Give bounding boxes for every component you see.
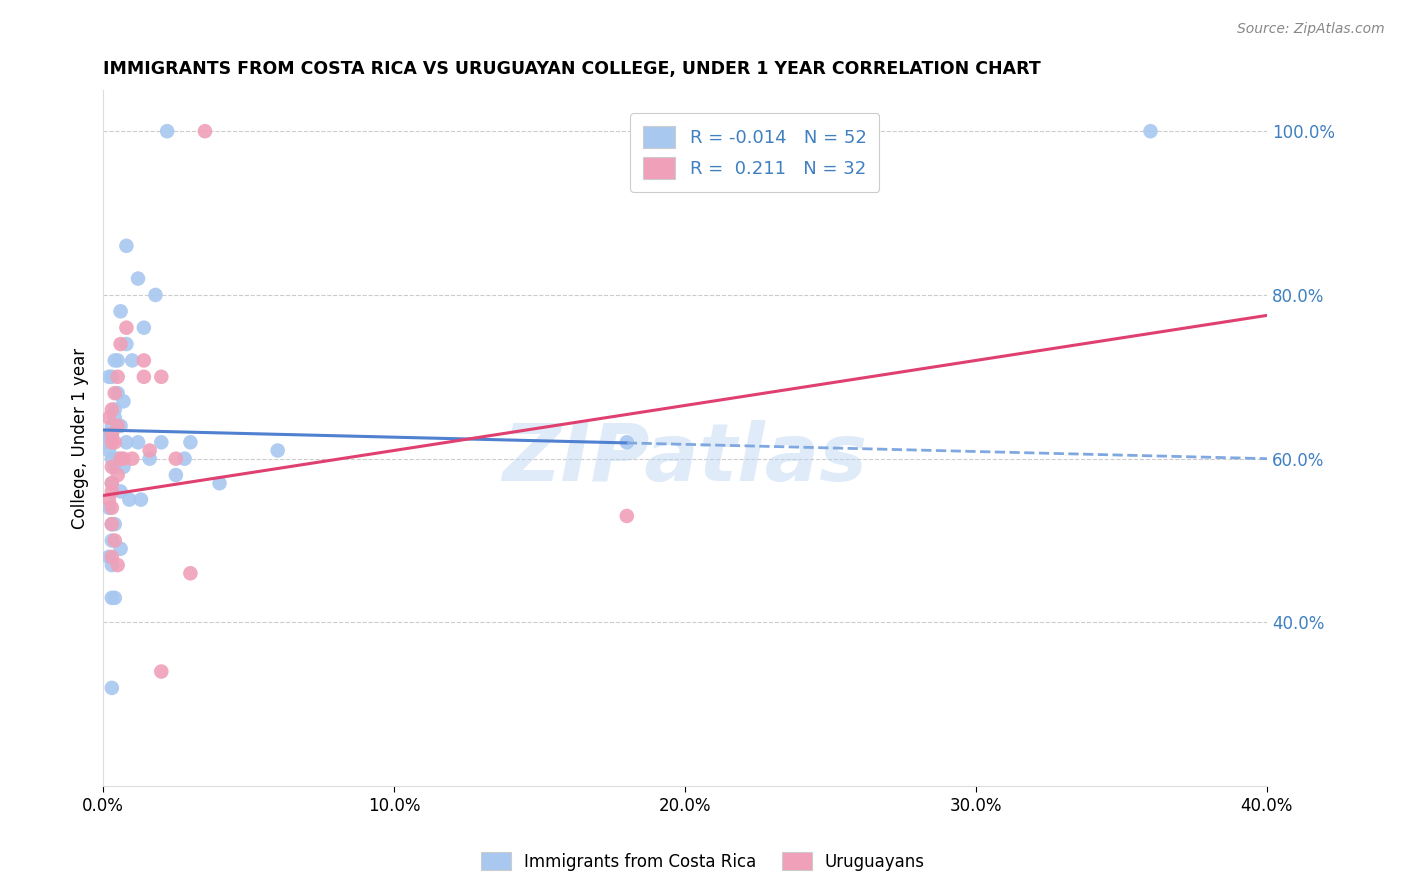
Point [121, 353, 143, 368]
Point [101, 533, 124, 548]
Point [110, 337, 132, 351]
Point [97, 427, 120, 442]
Point [616, 435, 638, 450]
Point [101, 402, 124, 417]
Text: ZIPatlas: ZIPatlas [502, 420, 868, 498]
Point [127, 271, 149, 285]
Point [101, 476, 124, 491]
Point [101, 435, 124, 450]
Point [112, 459, 135, 474]
Point [104, 386, 127, 401]
Point [150, 369, 173, 384]
Point [150, 665, 173, 679]
Point [104, 435, 127, 450]
Point [101, 427, 124, 442]
Point [115, 337, 138, 351]
Point [101, 517, 124, 532]
Point [1139, 124, 1161, 138]
Point [156, 124, 179, 138]
Point [101, 558, 124, 573]
Point [107, 369, 129, 384]
Point [173, 451, 195, 466]
Point [115, 435, 138, 450]
Point [97, 410, 120, 425]
Point [132, 369, 155, 384]
Point [101, 369, 124, 384]
Point [97, 427, 120, 442]
Point [101, 484, 124, 499]
Text: Source: ZipAtlas.com: Source: ZipAtlas.com [1237, 22, 1385, 37]
Point [97, 549, 120, 564]
Point [127, 435, 149, 450]
Point [107, 418, 129, 433]
Point [101, 451, 124, 466]
Point [104, 533, 127, 548]
Point [179, 566, 201, 581]
Point [112, 451, 135, 466]
Point [208, 476, 231, 491]
Point [145, 288, 167, 302]
Point [110, 541, 132, 556]
Point [138, 451, 160, 466]
Point [179, 435, 201, 450]
Point [107, 468, 129, 483]
Point [194, 124, 217, 138]
Y-axis label: College, Under 1 year: College, Under 1 year [72, 348, 89, 529]
Point [129, 492, 152, 507]
Point [104, 517, 127, 532]
Point [616, 508, 638, 523]
Point [107, 558, 129, 573]
Point [97, 492, 120, 507]
Point [110, 484, 132, 499]
Point [94, 435, 117, 450]
Point [104, 591, 127, 605]
Point [110, 418, 132, 433]
Point [138, 443, 160, 458]
Point [101, 591, 124, 605]
Point [97, 443, 120, 458]
Point [112, 394, 135, 409]
Point [107, 353, 129, 368]
Point [115, 239, 138, 253]
Point [101, 517, 124, 532]
Point [101, 549, 124, 564]
Point [267, 443, 290, 458]
Legend: Immigrants from Costa Rica, Uruguayans: Immigrants from Costa Rica, Uruguayans [472, 844, 934, 880]
Point [165, 468, 187, 483]
Point [104, 402, 127, 417]
Point [97, 500, 120, 515]
Point [104, 353, 127, 368]
Point [121, 451, 143, 466]
Point [101, 459, 124, 474]
Point [115, 320, 138, 334]
Point [104, 459, 127, 474]
Text: IMMIGRANTS FROM COSTA RICA VS URUGUAYAN COLLEGE, UNDER 1 YEAR CORRELATION CHART: IMMIGRANTS FROM COSTA RICA VS URUGUAYAN … [103, 60, 1040, 78]
Point [132, 353, 155, 368]
Point [110, 451, 132, 466]
Point [101, 500, 124, 515]
Point [101, 418, 124, 433]
Point [101, 681, 124, 695]
Point [101, 476, 124, 491]
Point [104, 410, 127, 425]
Point [107, 451, 129, 466]
Point [118, 492, 141, 507]
Point [132, 320, 155, 334]
Point [101, 427, 124, 442]
Point [165, 451, 187, 466]
Point [97, 369, 120, 384]
Point [150, 435, 173, 450]
Legend: R = -0.014   N = 52, R =  0.211   N = 32: R = -0.014 N = 52, R = 0.211 N = 32 [630, 113, 879, 192]
Point [107, 386, 129, 401]
Point [110, 304, 132, 318]
